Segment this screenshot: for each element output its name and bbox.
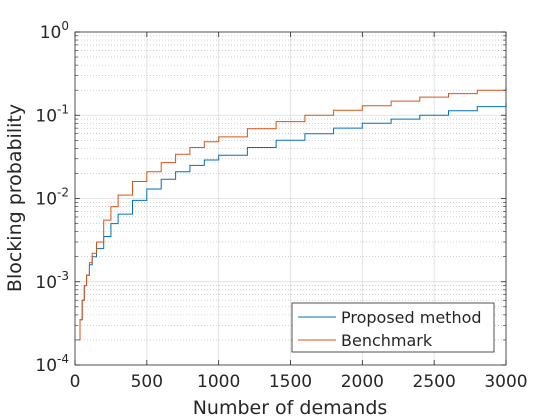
x-tick-label: 1500 [269, 372, 312, 392]
legend-label-benchmark: Benchmark [341, 331, 433, 350]
legend-label-proposed-method: Proposed method [341, 308, 482, 327]
major-grid [75, 32, 506, 365]
y-tick-label: 10-2 [35, 186, 69, 210]
x-tick-labels: 0 500 1000 1500 2000 2500 3000 [70, 372, 528, 392]
legend: Proposed method Benchmark [291, 302, 495, 353]
series-layer [77, 86, 507, 341]
x-tick-label: 1000 [197, 372, 240, 392]
y-tick-label: 100 [40, 19, 69, 43]
x-tick-label: 3000 [484, 372, 527, 392]
x-tick-label: 500 [131, 372, 163, 392]
x-axis-label: Number of demands [193, 397, 388, 419]
x-tick-label: 2000 [341, 372, 384, 392]
y-tick-label: 10-4 [35, 352, 69, 376]
legend-box [291, 302, 495, 353]
y-tick-labels: 10-4 10-3 10-2 10-1 100 [35, 19, 69, 376]
ticks-layer [74, 31, 507, 366]
y-tick-label: 10-3 [35, 269, 69, 293]
series-line-benchmark [77, 86, 507, 341]
y-tick-label: 10-1 [35, 102, 69, 126]
x-tick-label: 0 [70, 372, 81, 392]
y-axis-label: Blocking probability [4, 104, 26, 292]
x-tick-label: 2500 [413, 372, 456, 392]
